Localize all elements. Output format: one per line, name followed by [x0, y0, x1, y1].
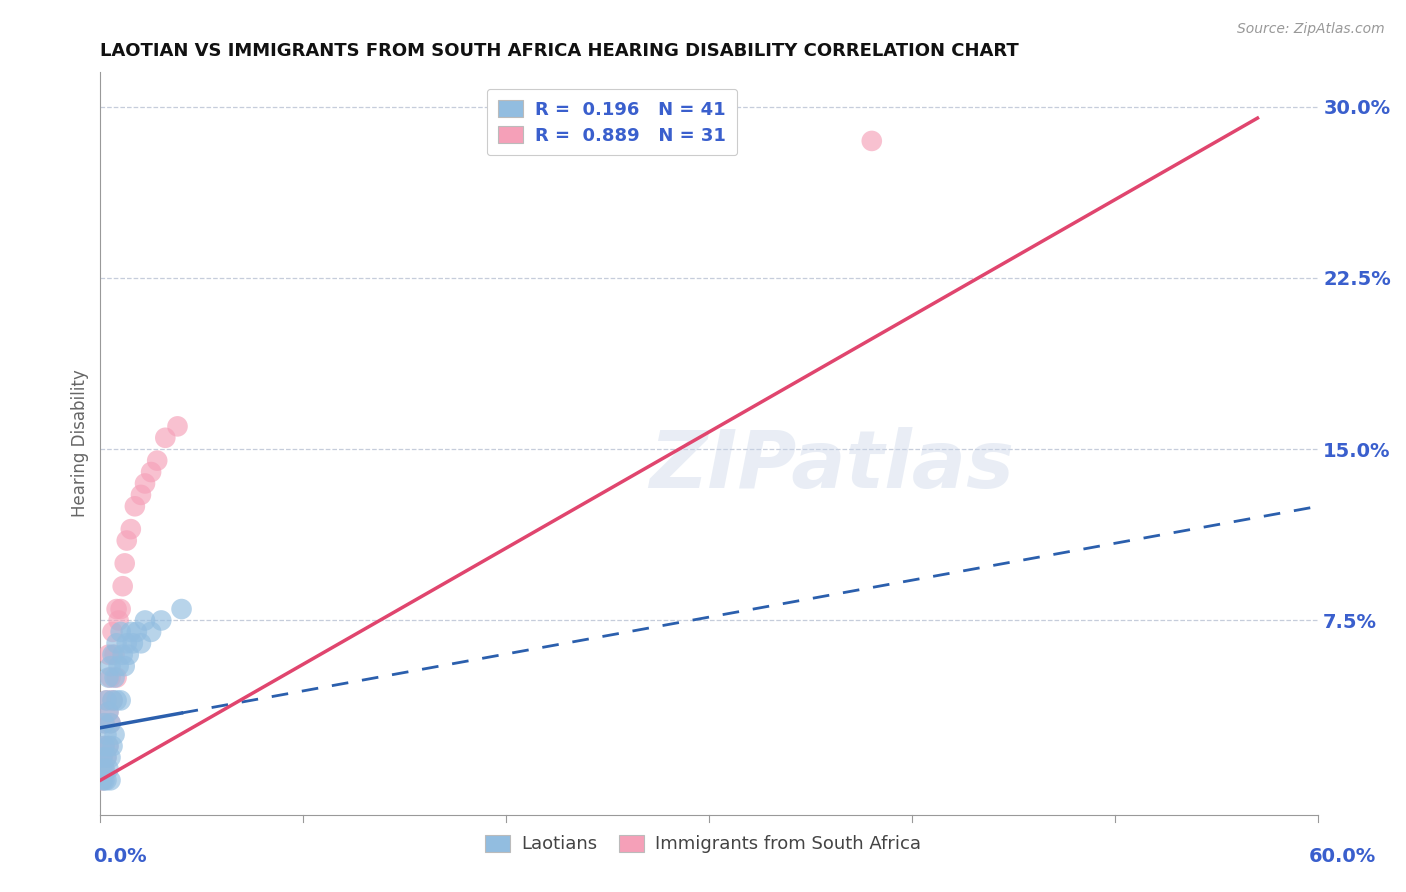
- Point: [100, 671, 122, 685]
- Point: [110, 602, 132, 616]
- Point: [111, 648, 134, 662]
- Point: [110, 693, 132, 707]
- Text: ZIPatlas: ZIPatlas: [648, 426, 1014, 505]
- Point: [115, 533, 138, 548]
- Point: [120, 522, 142, 536]
- Point: [93, 773, 115, 788]
- Point: [97, 671, 120, 685]
- Point: [101, 739, 124, 753]
- Point: [118, 648, 141, 662]
- Text: Source: ZipAtlas.com: Source: ZipAtlas.com: [1237, 22, 1385, 37]
- Point: [91, 750, 114, 764]
- Point: [129, 636, 152, 650]
- Point: [96, 693, 118, 707]
- Point: [93, 762, 115, 776]
- Point: [91, 762, 114, 776]
- Point: [105, 693, 128, 707]
- Legend: Laotians, Immigrants from South Africa: Laotians, Immigrants from South Africa: [478, 828, 928, 861]
- Text: 0.0%: 0.0%: [93, 847, 146, 866]
- Point: [139, 624, 162, 639]
- Point: [139, 465, 162, 479]
- Point: [121, 636, 143, 650]
- Point: [105, 636, 128, 650]
- Point: [101, 693, 124, 707]
- Point: [93, 739, 115, 753]
- Point: [114, 557, 136, 571]
- Point: [97, 739, 120, 753]
- Point: [91, 773, 114, 788]
- Point: [103, 728, 125, 742]
- Point: [100, 773, 122, 788]
- Point: [96, 693, 118, 707]
- Point: [93, 716, 115, 731]
- Point: [93, 762, 115, 776]
- Point: [100, 750, 122, 764]
- Point: [107, 659, 129, 673]
- Point: [155, 431, 177, 445]
- Point: [101, 624, 124, 639]
- Point: [110, 624, 132, 639]
- Text: LAOTIAN VS IMMIGRANTS FROM SOUTH AFRICA HEARING DISABILITY CORRELATION CHART: LAOTIAN VS IMMIGRANTS FROM SOUTH AFRICA …: [100, 42, 1019, 60]
- Point: [120, 624, 142, 639]
- Point: [101, 648, 124, 662]
- Point: [97, 739, 120, 753]
- Point: [114, 659, 136, 673]
- Point: [97, 648, 120, 662]
- Point: [129, 488, 152, 502]
- Point: [105, 671, 128, 685]
- Legend: R =  0.196   N = 41, R =  0.889   N = 31: R = 0.196 N = 41, R = 0.889 N = 31: [486, 89, 737, 155]
- Point: [150, 614, 173, 628]
- Point: [100, 716, 122, 731]
- Point: [93, 716, 115, 731]
- Point: [166, 419, 188, 434]
- Point: [101, 693, 124, 707]
- Point: [146, 453, 169, 467]
- Point: [125, 624, 148, 639]
- Point: [103, 648, 125, 662]
- Point: [96, 750, 118, 764]
- Point: [115, 636, 138, 650]
- Point: [96, 773, 118, 788]
- Point: [97, 705, 120, 719]
- Point: [96, 728, 118, 742]
- Point: [111, 579, 134, 593]
- Point: [124, 500, 146, 514]
- Point: [105, 602, 128, 616]
- Point: [107, 614, 129, 628]
- Point: [91, 773, 114, 788]
- Point: [97, 705, 120, 719]
- Point: [860, 134, 883, 148]
- Point: [93, 739, 115, 753]
- Point: [134, 476, 156, 491]
- Point: [91, 750, 114, 764]
- Point: [96, 750, 118, 764]
- Point: [103, 671, 125, 685]
- Point: [97, 762, 120, 776]
- Point: [134, 614, 156, 628]
- Text: 60.0%: 60.0%: [1309, 847, 1376, 866]
- Point: [170, 602, 193, 616]
- Point: [100, 716, 122, 731]
- Y-axis label: Hearing Disability: Hearing Disability: [72, 369, 89, 517]
- Point: [100, 659, 122, 673]
